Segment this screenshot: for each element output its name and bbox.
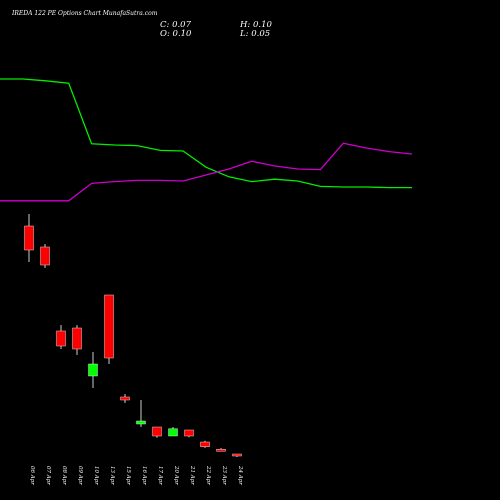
- candle-body: [232, 453, 242, 457]
- candle-body: [200, 441, 210, 448]
- x-tick-label: 23 Apr: [221, 465, 227, 485]
- low-readout: L: 0.05: [239, 29, 270, 39]
- candle-body: [88, 363, 98, 377]
- x-tick-label: 06 Apr: [29, 466, 35, 485]
- candle-body: [72, 327, 82, 350]
- candle-body: [216, 449, 226, 452]
- x-tick-label: 07 Apr: [45, 466, 51, 485]
- candle-body: [136, 420, 146, 425]
- chart-title: IREDA 122 PE Options Chart MunafaSutra.c…: [11, 10, 158, 17]
- x-tick-label: 13 Apr: [109, 466, 115, 485]
- x-tick-label: 09 Apr: [77, 466, 83, 485]
- candle-body: [168, 428, 178, 437]
- candle-body: [40, 246, 50, 266]
- candle-body: [56, 330, 66, 347]
- candle-body: [152, 426, 162, 437]
- x-tick-label: 10 Apr: [93, 466, 99, 485]
- candles: [24, 214, 242, 457]
- candle-body: [104, 294, 114, 359]
- indicator-line-2: [0, 142, 413, 202]
- candle-body: [184, 429, 194, 437]
- indicator-line-1: [0, 78, 412, 189]
- x-tick-label: 20 Apr: [173, 465, 179, 485]
- candle-body: [120, 396, 130, 401]
- x-tick-label: 22 Apr: [205, 465, 211, 485]
- x-tick-label: 15 Apr: [125, 466, 131, 485]
- x-tick-label: 08 Apr: [61, 466, 67, 485]
- close-readout: C: 0.07: [160, 20, 192, 30]
- x-axis-labels: 06 Apr 07 Apr 08 Apr 09 Apr 10 Apr 13 Apr 15 A…: [29, 465, 243, 485]
- x-tick-label: 24 Apr: [237, 465, 243, 485]
- open-readout: O: 0.10: [160, 29, 192, 39]
- high-readout: H: 0.10: [239, 20, 272, 30]
- x-tick-label: 17 Apr: [157, 466, 163, 485]
- candle-body: [24, 225, 34, 251]
- x-tick-label: 21 Apr: [189, 465, 195, 485]
- indicator-lines: [0, 78, 413, 202]
- x-tick-label: 16 Apr: [141, 466, 147, 485]
